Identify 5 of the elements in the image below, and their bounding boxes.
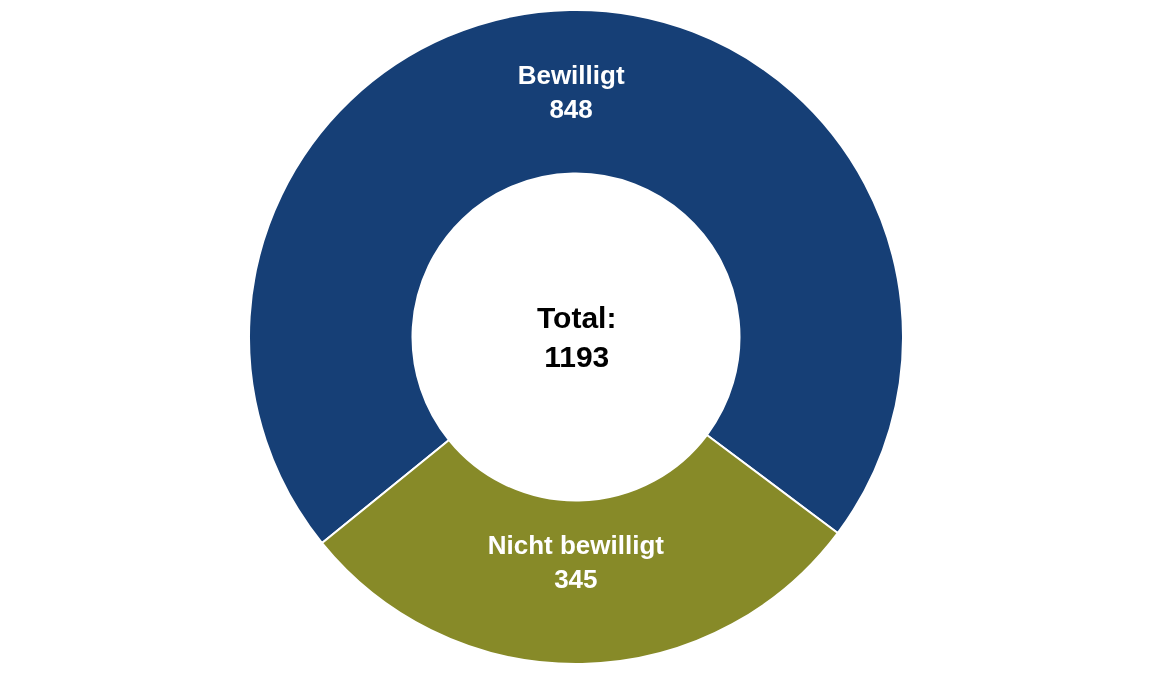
data-label: 345 xyxy=(554,563,598,594)
slice-label: Bewilligt xyxy=(517,59,625,90)
data-label: 848 xyxy=(549,93,593,124)
text: Total: 1193 xyxy=(537,301,617,373)
slice-label: Nicht bewilligt xyxy=(487,529,665,560)
